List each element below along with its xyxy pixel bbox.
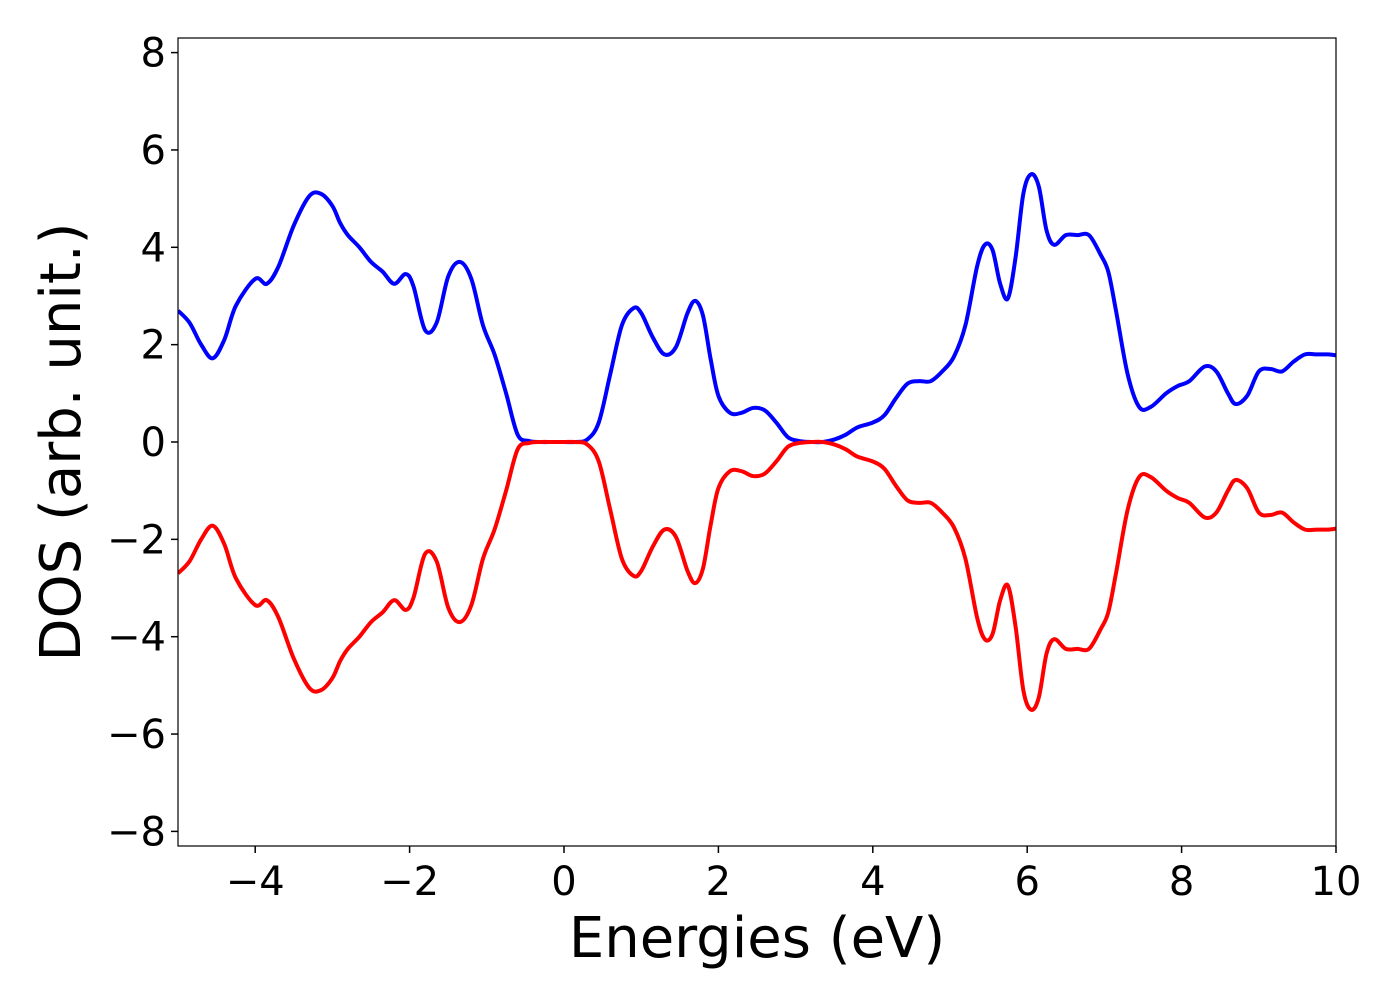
plot-frame	[177, 37, 1337, 847]
y-tick-label: 4	[141, 225, 166, 271]
x-axis-label: Energies (eV)	[569, 906, 945, 971]
x-tick-label: 4	[860, 859, 885, 905]
x-tick-label: 8	[1169, 859, 1194, 905]
y-tick-label: −2	[107, 517, 166, 563]
series-line-2	[178, 439, 1336, 712]
x-ticks: −4 −2 0 2 4 6 8 10	[226, 846, 1362, 905]
x-tick-label: −4	[226, 859, 285, 905]
y-tick-label: 8	[141, 31, 166, 77]
x-tick-label: 2	[706, 859, 731, 905]
plot-background	[178, 38, 1336, 846]
y-tick-label: 0	[141, 420, 166, 466]
y-tick-label: 2	[141, 323, 166, 369]
y-ticks: −8 −6 −4 −2 0 2 4 6 8	[107, 31, 178, 855]
x-tick-label: 0	[551, 859, 576, 905]
y-tick-label: −8	[107, 809, 166, 855]
y-axis-label: DOS (arb. unit.)	[29, 222, 94, 661]
y-tick-label: −6	[107, 712, 166, 758]
x-tick-label: 6	[1014, 859, 1039, 905]
series-layer	[178, 172, 1336, 712]
y-tick-label: 6	[141, 128, 166, 174]
y-tick-label: −4	[107, 615, 166, 661]
series-line-1	[178, 172, 1336, 445]
x-tick-label: 10	[1311, 859, 1362, 905]
x-tick-label: −2	[380, 859, 439, 905]
